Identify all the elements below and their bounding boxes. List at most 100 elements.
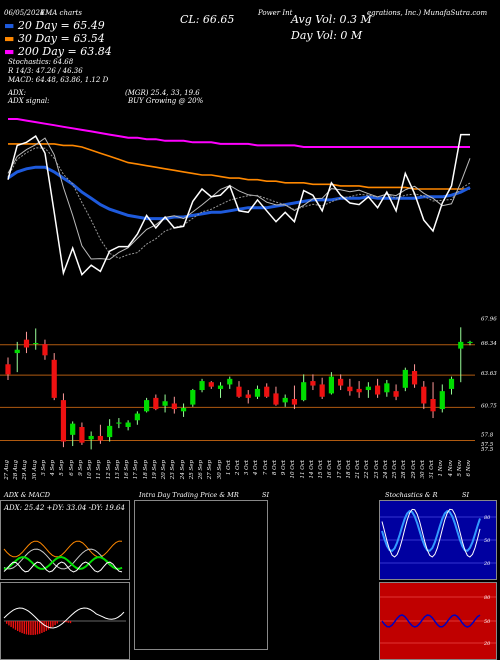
macd-histogram-bar [47,621,50,630]
date-tick-label: 29 Aug [22,460,29,480]
date-tick-label: 31 Oct [429,460,436,479]
date-tick-label: 16 Sep [124,460,131,480]
close-price-line [7,133,470,276]
stoch-tick-label: 50 [484,538,491,544]
macd-plot [3,607,126,635]
date-tick-label: 5 Sep [59,460,66,476]
dma200-value: 200 Day = 63.84 [17,45,112,58]
macd-histogram-bar [6,621,8,624]
stoch-tick-label: 20 [483,561,491,567]
stochastics-plot: 80 50 20 [380,508,496,567]
candle-body [458,341,464,349]
candle-body [291,399,298,405]
rsi-tick-label: 20 [483,641,491,647]
macd-histogram-bar [34,621,36,635]
stoch-d-line [381,508,481,558]
candle-body [125,422,131,427]
adx-readout: ADX: 25.42 +DY: 33.04 -DY: 19.64 [4,504,125,512]
candle-body [171,403,177,410]
date-tick-label: 25 Oct [392,460,399,479]
date-tick-label: 11 Sep [96,460,103,480]
rsi-panel: 80 50 20 [379,582,497,660]
date-tick-label: 13 Sep [114,460,121,480]
candle-body [365,386,371,391]
date-tick-label: 4 Sep [50,460,57,476]
candle-body [153,397,159,410]
macd-histogram-bar [10,621,12,627]
date-tick-label: 26 Sep [198,460,205,480]
date-tick-label: 27 Aug [4,460,10,480]
macd-histogram-bar [52,621,54,627]
buy-signal: BUY Growing @ 20% [128,97,204,105]
candle-body [245,394,251,398]
date-tick-label: 29 Oct [410,460,417,479]
company-name-a: Power Int [258,9,293,17]
candle-body [14,349,20,354]
candle-body [23,339,30,348]
candle-body [439,391,445,410]
candle-body [328,376,334,394]
date-tick-label: 1 Nov [438,460,445,477]
date-tick-label: 4 Oct [253,460,260,476]
date-tick-label: 5 Nov [456,460,463,477]
candle-body [107,425,113,438]
date-tick-label: 8 Oct [271,460,278,476]
rsi-line [381,614,481,628]
smooth-line-1 [7,147,471,259]
date-tick-label: 4 Nov [447,460,454,477]
candle-body [134,413,140,421]
candle-body [227,378,233,385]
adx-signal-label: ADX signal: [8,97,50,105]
macd-histogram-bar [25,621,28,635]
price-axis-label: 57.8 [481,432,494,438]
candlestick-chart: 67.96 66.34 63.63 60.75 57.8 57.557.5 [0,317,497,453]
macd-readout: MACD: 64.48, 63.86, 1.12 D [8,76,109,84]
date-tick-label: 20 Sep [161,460,168,480]
adx-line [3,540,123,558]
dma30-value: 30 Day = 63.54 [17,32,105,45]
candle-body [264,386,270,397]
date-tick-label: 24 Sep [179,460,186,480]
candle-body [448,378,455,389]
date-tick-label: 25 Sep [188,460,195,480]
day-volume: Day Vol: 0 M [291,29,363,42]
macd-histogram-bar [67,621,69,623]
stochastics-readout: Stochastics: 64.68 [8,58,74,66]
candle-body [402,369,408,388]
candle-body [88,435,94,440]
candle-body [180,407,187,412]
rsi-tick-label: 50 [484,619,491,625]
macd-histogram-bar [65,621,67,623]
macd-histogram-bar [63,621,65,622]
candle-body [116,422,122,424]
rsi-tick-label: 80 [484,595,491,601]
date-tick-label: 10 Sep [87,460,94,480]
candle-body [384,383,390,393]
macd-histogram-bar [30,621,32,635]
date-tick-label: 17 Sep [133,460,140,480]
candle-body [319,384,325,397]
date-tick-label: 9 Oct [281,460,288,476]
stoch-k-line [381,509,481,553]
date-tick-label: 1 Oct [225,460,232,476]
candle-body [347,386,353,392]
candle-body [310,381,316,386]
dma200-label: ▬ 200 Day = 63.84 [4,46,112,57]
date-tick-label: 7 Oct [262,460,269,476]
date-tick-label: 18 Sep [142,460,149,480]
candle-body [79,427,85,443]
macd-histogram-bar [41,621,43,633]
ema-chart [7,118,471,276]
date-tick-label: 18 Oct [345,460,352,479]
signal-line [3,561,123,573]
date-tick-label: 6 Sep [68,460,75,476]
date-tick-label: 16 Oct [327,460,334,479]
macd-histogram-bar [23,621,25,634]
date-label: 06/05/2024 [4,9,45,17]
smooth-line-0 [7,137,471,260]
price-axis-label: 57.5 [481,447,494,453]
macd-histogram-bar [12,621,14,629]
macd-histogram-bar [19,621,21,633]
intra-panel-title: Intra Day Trading Price & MR [139,491,239,499]
candle-body [5,364,11,375]
